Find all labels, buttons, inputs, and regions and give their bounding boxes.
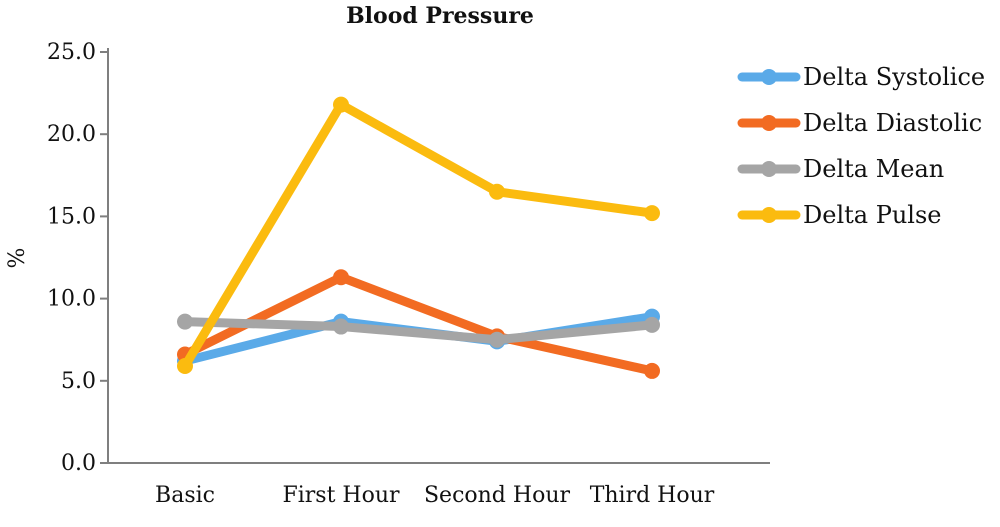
legend-item: Delta Diastolic — [737, 109, 982, 137]
series-line — [180, 272, 657, 376]
data-point — [177, 313, 193, 330]
data-point — [333, 96, 349, 113]
y-tick-label: 0.0 — [61, 451, 96, 476]
y-axis-label: % — [5, 248, 30, 269]
data-point — [333, 318, 349, 335]
data-point — [489, 331, 505, 348]
data-point — [644, 362, 660, 379]
series-delta-pulse — [177, 96, 660, 375]
x-tick-label: First Hour — [282, 483, 400, 508]
axes — [107, 48, 770, 464]
series-delta-mean — [177, 313, 660, 348]
y-axis-ticks: 0.0 5.0 10.0 15.0 20.0 25.0 — [47, 40, 108, 476]
x-tick-label: Basic — [155, 483, 215, 508]
x-axis-ticks: Basic First Hour Second Hour Third Hour — [155, 483, 715, 508]
legend-item: Delta Mean — [737, 155, 944, 183]
legend-swatch-marker — [761, 207, 777, 223]
series-group — [177, 96, 660, 379]
legend-label: Delta Mean — [803, 155, 944, 183]
legend-swatch-marker — [761, 161, 777, 177]
legend-swatch-marker — [761, 69, 777, 85]
legend-label: Delta Systolice — [803, 63, 985, 91]
y-tick-label: 10.0 — [47, 287, 96, 312]
chart-title: Blood Pressure — [346, 3, 534, 29]
legend-item: Delta Systolice — [737, 63, 985, 91]
x-tick-label: Third Hour — [590, 483, 715, 508]
data-point — [489, 183, 505, 200]
data-point — [644, 316, 660, 333]
y-tick-label: 15.0 — [47, 204, 96, 229]
y-tick-label: 5.0 — [61, 369, 96, 394]
legend-label: Delta Pulse — [803, 201, 942, 229]
data-point — [644, 205, 660, 222]
y-tick-label: 25.0 — [47, 40, 96, 65]
legend-item: Delta Pulse — [737, 201, 942, 229]
series-line — [180, 317, 657, 345]
data-point — [177, 358, 193, 375]
series-line — [180, 100, 657, 371]
legend: Delta Systolice Delta Diastolic Delta Mean… — [737, 63, 985, 229]
x-tick-label: Second Hour — [424, 483, 571, 508]
legend-swatch-marker — [761, 115, 777, 131]
data-point — [333, 269, 349, 286]
legend-label: Delta Diastolic — [803, 109, 982, 137]
y-tick-label: 20.0 — [47, 122, 96, 147]
